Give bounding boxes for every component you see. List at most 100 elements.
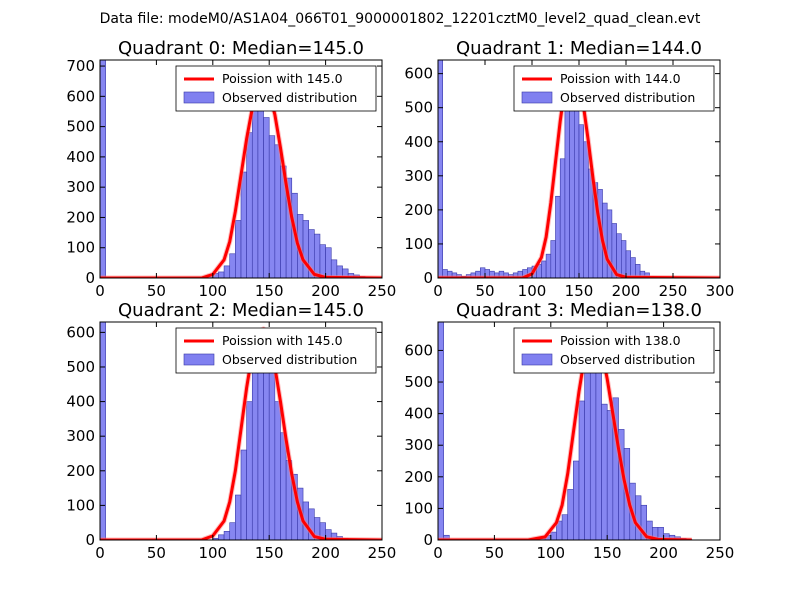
- y-tick-label: 500: [66, 358, 95, 376]
- histogram-bar: [268, 135, 276, 278]
- y-tick-label: 400: [66, 148, 95, 166]
- histogram-bar: [274, 401, 281, 540]
- legend-bar-swatch: [521, 91, 553, 104]
- x-tick-label: 200: [311, 544, 340, 562]
- histogram-bar: [251, 102, 259, 278]
- legend-bar-swatch: [521, 353, 553, 366]
- y-tick-label: 0: [423, 269, 433, 287]
- histogram-bar: [100, 322, 106, 540]
- y-tick-label: 600: [66, 87, 95, 105]
- histogram-bar: [325, 247, 332, 278]
- y-tick-label: 200: [404, 201, 433, 219]
- y-tick-label: 300: [66, 427, 95, 445]
- histogram-bar: [561, 514, 569, 540]
- x-tick-label: 150: [255, 544, 284, 562]
- y-tick-label: 0: [423, 531, 433, 549]
- histogram-bar: [573, 86, 580, 278]
- histogram-bar: [573, 460, 580, 540]
- x-tick-label: 200: [311, 282, 340, 300]
- histogram-bar: [229, 253, 236, 278]
- axes-frame: [99, 59, 383, 279]
- x-tick-label: 50: [475, 282, 494, 300]
- figure-suptitle: Data file: modeM0/AS1A04_066T01_90000018…: [100, 11, 701, 27]
- legend-bar-swatch: [183, 353, 215, 366]
- legend-box: [175, 327, 377, 374]
- histogram-bar: [606, 410, 614, 540]
- histogram-bar: [268, 359, 276, 540]
- histogram-bar: [438, 322, 444, 540]
- y-tick-label: 300: [404, 436, 433, 454]
- quadrant-2-legend: Poission with 145.0 Observed distribution: [175, 327, 377, 374]
- histogram-bar: [223, 531, 231, 540]
- quadrant-1-panel: Quadrant 1: Median=144.0 0 50 100 150 200 250 3…: [404, 38, 734, 300]
- y-tick-label: 100: [404, 235, 433, 253]
- y-tick-label: 100: [404, 499, 433, 517]
- x-tick-label: 50: [485, 544, 504, 562]
- histogram-bar: [240, 171, 247, 278]
- legend-bar-swatch: [183, 91, 215, 104]
- histogram-bar: [578, 400, 585, 540]
- histogram-bar: [274, 144, 281, 278]
- histogram-bar: [235, 220, 242, 278]
- y-tick-label: 400: [404, 133, 433, 151]
- y-tick-label: 600: [404, 341, 433, 359]
- histogram-bar: [559, 158, 566, 278]
- y-tick-label: 500: [404, 99, 433, 117]
- x-tick-label: 0: [433, 282, 443, 300]
- histogram-bar: [251, 352, 259, 540]
- legend-box: [175, 65, 377, 112]
- histogram-bar: [246, 132, 253, 278]
- quadrant-0-title: Quadrant 0: Median=145.0: [118, 38, 364, 59]
- y-tick-label: 100: [66, 239, 95, 257]
- histogram-bar: [583, 141, 589, 278]
- quadrant-2-panel: Quadrant 2: Median=145.0 0 50 100 150 200 250 0…: [66, 300, 396, 562]
- x-tick-label: 150: [255, 282, 284, 300]
- histogram-bar: [223, 265, 231, 278]
- quadrant-0-legend: Poission with 145.0 Observed distribution: [175, 65, 377, 112]
- quadrant-3-title: Quadrant 3: Median=138.0: [456, 300, 702, 321]
- y-tick-label: 300: [404, 167, 433, 185]
- histogram-bar: [541, 260, 547, 278]
- x-tick-label: 0: [95, 544, 105, 562]
- quadrant-3-panel: Quadrant 3: Median=138.0 0 50 100 150 200 250 0…: [404, 300, 734, 562]
- x-tick-label: 250: [706, 544, 735, 562]
- histogram-bar: [545, 253, 552, 278]
- histogram-bar: [555, 195, 561, 278]
- legend-label-observed: Observed distribution: [222, 352, 357, 367]
- histogram-bar: [625, 250, 631, 278]
- x-tick-label: 250: [659, 282, 688, 300]
- y-tick-label: 100: [66, 496, 95, 514]
- quadrant-3-plot-area: [438, 322, 693, 540]
- histogram-bar: [567, 489, 574, 540]
- histogram-bar: [218, 534, 225, 540]
- x-tick-label: 250: [368, 544, 397, 562]
- legend-label-observed: Observed distribution: [560, 352, 695, 367]
- y-tick-label: 300: [66, 178, 95, 196]
- histogram-bar: [578, 124, 584, 278]
- histogram-bar: [240, 449, 247, 540]
- x-tick-label: 50: [147, 282, 166, 300]
- histogram-bar: [263, 117, 270, 278]
- y-tick-label: 200: [66, 462, 95, 480]
- x-tick-label: 150: [565, 282, 594, 300]
- histogram-bar: [438, 60, 443, 278]
- histogram-bar: [550, 240, 556, 278]
- histogram-bar: [257, 96, 264, 278]
- y-tick-label: 400: [66, 393, 95, 411]
- y-tick-label: 400: [404, 405, 433, 423]
- histogram-bar: [235, 494, 242, 540]
- histogram-bar: [601, 403, 608, 540]
- x-tick-label: 250: [368, 282, 397, 300]
- legend-label-observed: Observed distribution: [222, 90, 357, 105]
- legend-label-poisson: Poission with 145.0: [222, 71, 343, 86]
- histogram-bar: [229, 522, 236, 540]
- histogram-bar: [100, 60, 106, 278]
- x-tick-label: 100: [198, 544, 227, 562]
- x-tick-label: 300: [706, 282, 735, 300]
- x-tick-label: 200: [612, 282, 641, 300]
- histogram-bar: [218, 271, 225, 278]
- histogram-bar: [595, 362, 602, 540]
- quadrant-3-legend: Poission with 138.0 Observed distribution: [513, 327, 715, 374]
- histogram-bar: [620, 240, 627, 278]
